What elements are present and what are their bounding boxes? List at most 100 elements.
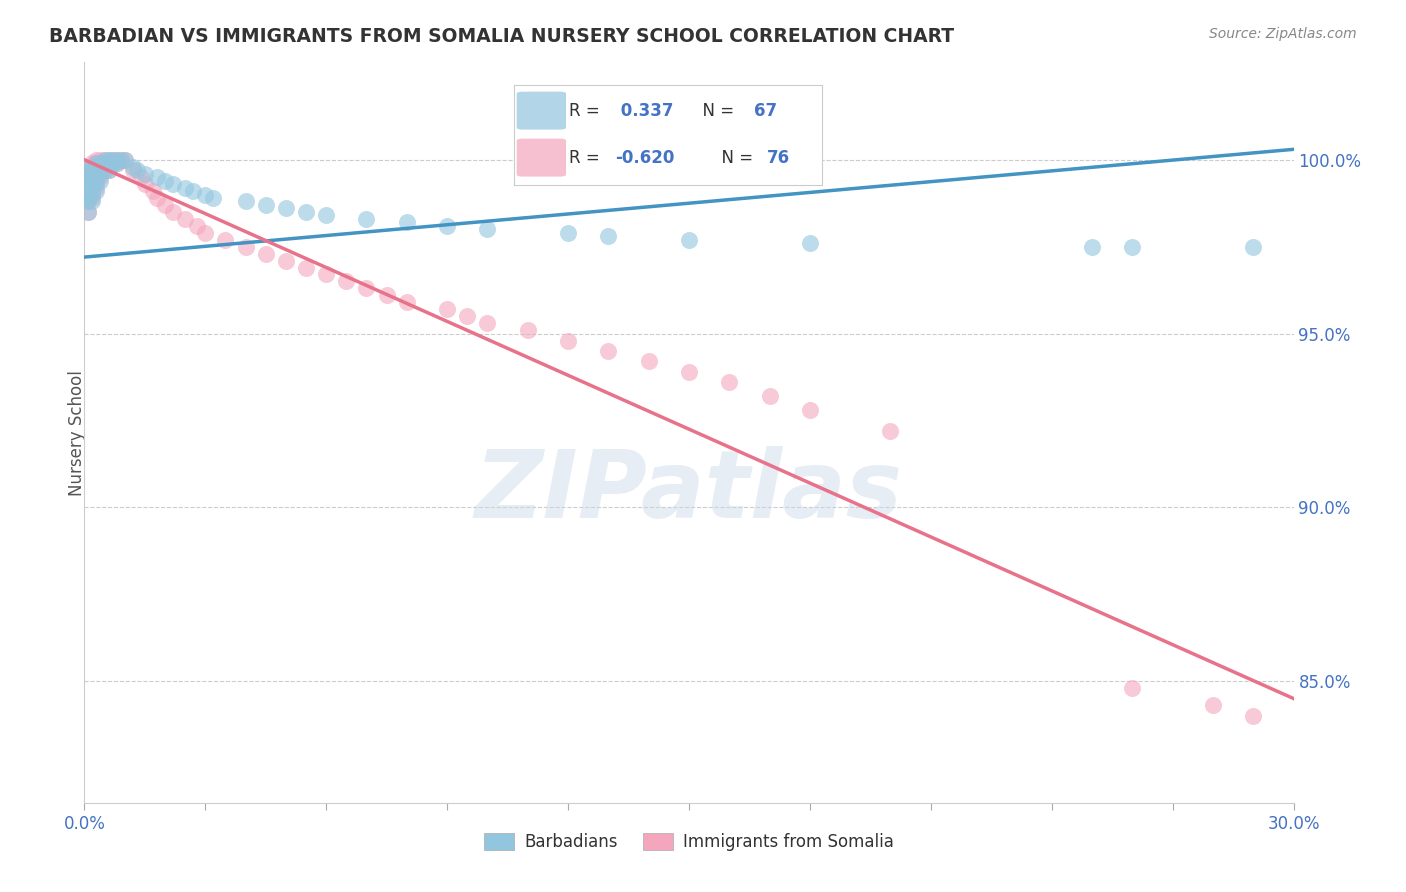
Point: [86, 170, 108, 185]
Legend: Barbadians, Immigrants from Somalia: Barbadians, Immigrants from Somalia: [478, 826, 900, 857]
Point: [77, 187, 100, 202]
Point: [82, 187, 104, 202]
Point: [174, 211, 197, 226]
Point: [598, 343, 620, 358]
Point: [101, 153, 124, 167]
Point: [93, 153, 115, 167]
Point: [375, 288, 398, 302]
Point: [86, 163, 108, 178]
Point: [97, 163, 120, 178]
Point: [1081, 240, 1104, 254]
Point: [77, 163, 100, 178]
Point: [436, 302, 458, 317]
Point: [82, 184, 104, 198]
Point: [101, 153, 124, 167]
Point: [77, 173, 100, 187]
Point: [799, 236, 821, 251]
Point: [134, 177, 156, 191]
Point: [110, 153, 132, 167]
Point: [274, 202, 297, 216]
Point: [93, 163, 115, 178]
Point: [89, 156, 111, 170]
Point: [77, 194, 100, 209]
Point: [93, 156, 115, 170]
Point: [1121, 240, 1143, 254]
Point: [89, 160, 111, 174]
Point: [82, 163, 104, 178]
Point: [86, 160, 108, 174]
Text: BARBADIAN VS IMMIGRANTS FROM SOMALIA NURSERY SCHOOL CORRELATION CHART: BARBADIAN VS IMMIGRANTS FROM SOMALIA NUR…: [49, 27, 955, 45]
Point: [315, 208, 337, 222]
Point: [89, 163, 111, 178]
Point: [97, 153, 120, 167]
Point: [125, 163, 148, 178]
Point: [477, 222, 499, 236]
Point: [86, 167, 108, 181]
Point: [77, 191, 100, 205]
Point: [101, 156, 124, 170]
Point: [89, 156, 111, 170]
Point: [77, 184, 100, 198]
Point: [77, 187, 100, 202]
Point: [77, 205, 100, 219]
Point: [89, 167, 111, 181]
Point: [77, 180, 100, 194]
Point: [93, 153, 115, 167]
Point: [110, 153, 132, 167]
Point: [295, 205, 318, 219]
Point: [97, 153, 120, 167]
Point: [82, 160, 104, 174]
Point: [254, 198, 277, 212]
Point: [77, 167, 100, 181]
Point: [86, 173, 108, 187]
Point: [799, 403, 821, 417]
Point: [194, 187, 217, 202]
Point: [82, 173, 104, 187]
Point: [82, 163, 104, 178]
Point: [82, 167, 104, 181]
Point: [121, 163, 143, 178]
Point: [162, 177, 184, 191]
Point: [89, 173, 111, 187]
Point: [114, 153, 136, 167]
Point: [77, 184, 100, 198]
Point: [77, 167, 100, 181]
Point: [758, 389, 780, 403]
Point: [86, 156, 108, 170]
Point: [82, 191, 104, 205]
Point: [202, 191, 225, 205]
Point: [86, 160, 108, 174]
Point: [1202, 698, 1225, 713]
Point: [153, 173, 176, 187]
Point: [82, 160, 104, 174]
Point: [82, 167, 104, 181]
Point: [718, 375, 741, 389]
Point: [153, 198, 176, 212]
Point: [142, 184, 165, 198]
Point: [678, 233, 700, 247]
Point: [436, 219, 458, 233]
Point: [77, 163, 100, 178]
Point: [89, 170, 111, 185]
Point: [114, 153, 136, 167]
Point: [77, 180, 100, 194]
Point: [174, 180, 197, 194]
Point: [477, 316, 499, 330]
Point: [146, 170, 169, 185]
Point: [557, 226, 579, 240]
Point: [557, 334, 579, 348]
Point: [254, 246, 277, 260]
Point: [77, 173, 100, 187]
Point: [516, 323, 538, 337]
Point: [235, 240, 257, 254]
Text: ZIPatlas: ZIPatlas: [475, 446, 903, 538]
Point: [82, 177, 104, 191]
Point: [86, 184, 108, 198]
Point: [214, 233, 236, 247]
Point: [82, 180, 104, 194]
Point: [105, 153, 128, 167]
Point: [194, 226, 217, 240]
Point: [82, 156, 104, 170]
Point: [86, 177, 108, 191]
Point: [181, 184, 204, 198]
